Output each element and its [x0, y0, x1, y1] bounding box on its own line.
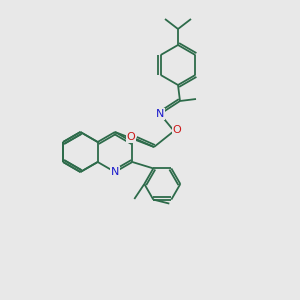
Text: O: O — [127, 132, 135, 142]
Text: N: N — [111, 167, 119, 177]
Text: N: N — [156, 109, 164, 119]
Text: O: O — [172, 125, 182, 135]
